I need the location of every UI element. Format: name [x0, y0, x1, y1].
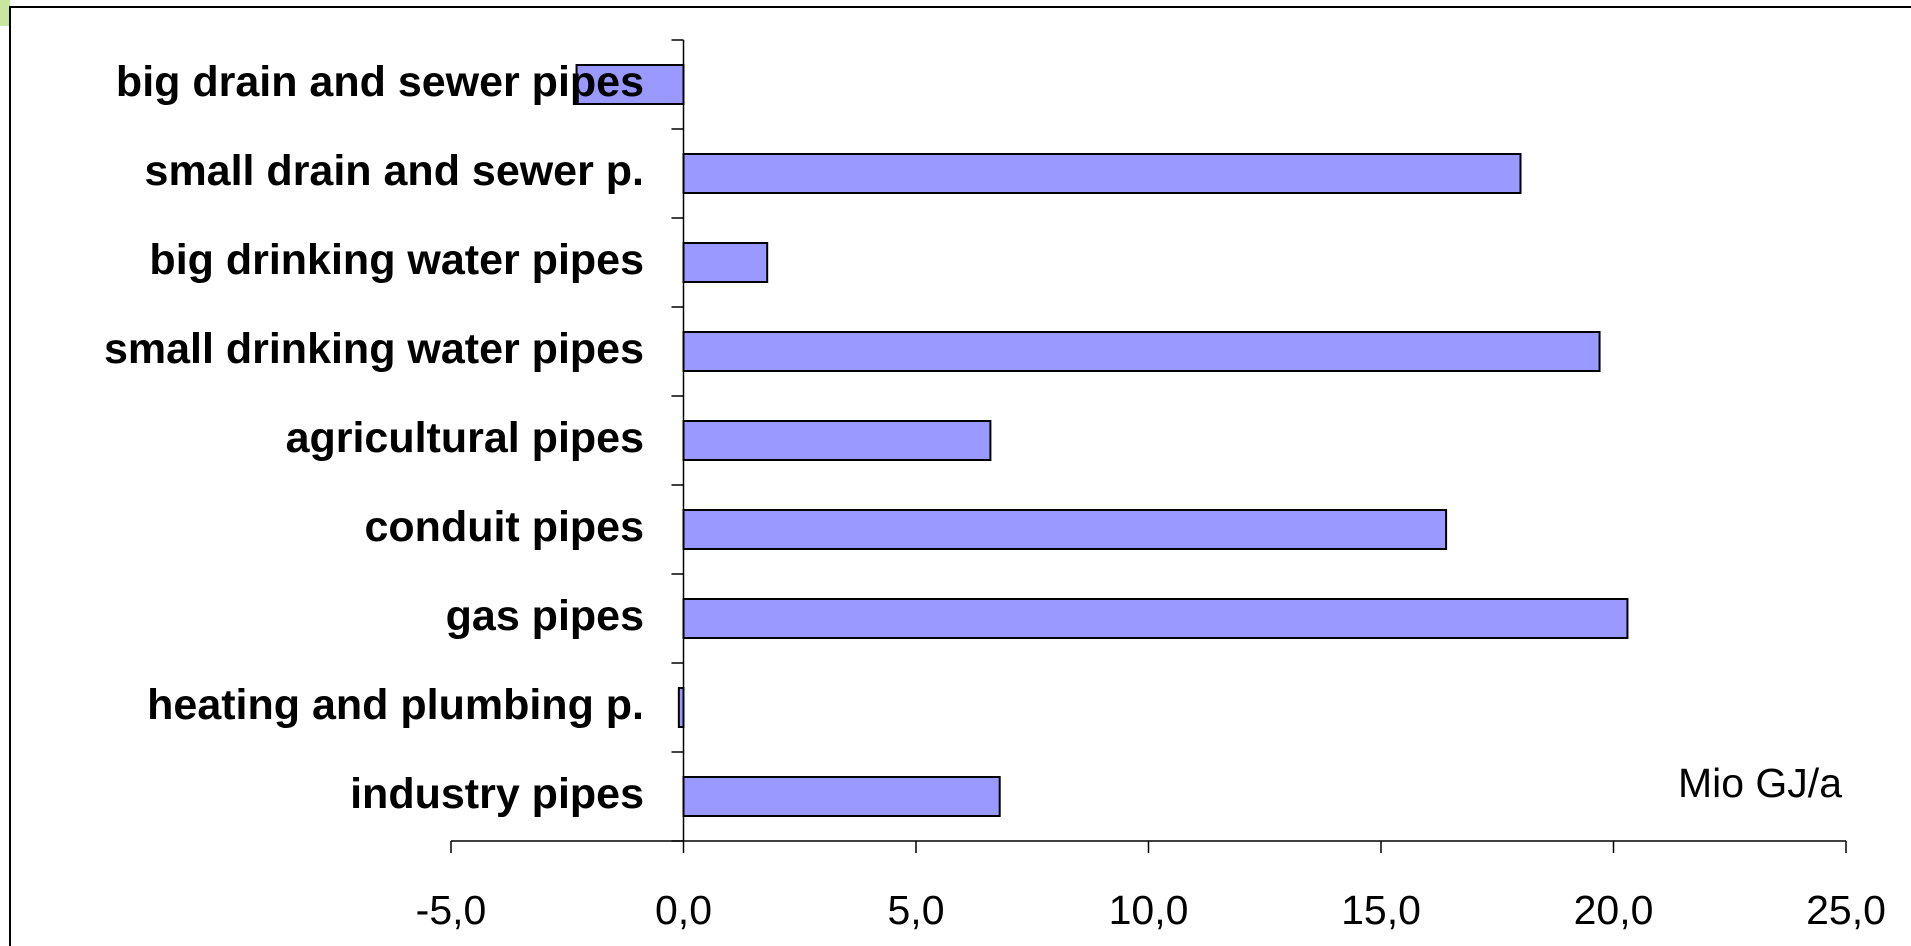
- category-label: gas pipes: [446, 592, 644, 640]
- corner-mark: [0, 0, 10, 26]
- x-tick-label: 25,0: [1806, 887, 1886, 933]
- bar: [682, 242, 769, 283]
- category-label: conduit pipes: [365, 503, 645, 551]
- bar: [682, 153, 1522, 194]
- x-tick-label: -5,0: [416, 887, 487, 933]
- category-label: heating and plumbing p.: [147, 681, 644, 729]
- category-label: agricultural pipes: [286, 414, 644, 462]
- bar: [682, 331, 1601, 372]
- x-tick-label: 10,0: [1109, 887, 1189, 933]
- category-label: big drain and sewer pipes: [116, 58, 644, 106]
- category-label: industry pipes: [350, 770, 644, 818]
- bar: [682, 776, 1001, 817]
- category-label: small drinking water pipes: [104, 325, 644, 373]
- category-label: big drinking water pipes: [149, 236, 644, 284]
- bar: [682, 420, 992, 461]
- x-tick-label: 20,0: [1574, 887, 1654, 933]
- bar: [677, 687, 685, 728]
- x-tick-label: 5,0: [888, 887, 945, 933]
- bar: [682, 598, 1629, 639]
- bar: [682, 509, 1448, 550]
- category-label: small drain and sewer p.: [145, 147, 644, 195]
- x-tick-label: 15,0: [1341, 887, 1421, 933]
- chart-frame: [9, 6, 1911, 946]
- bar: [575, 64, 685, 105]
- x-tick-label: 0,0: [655, 887, 712, 933]
- unit-annotation: Mio GJ/a: [1678, 760, 1842, 806]
